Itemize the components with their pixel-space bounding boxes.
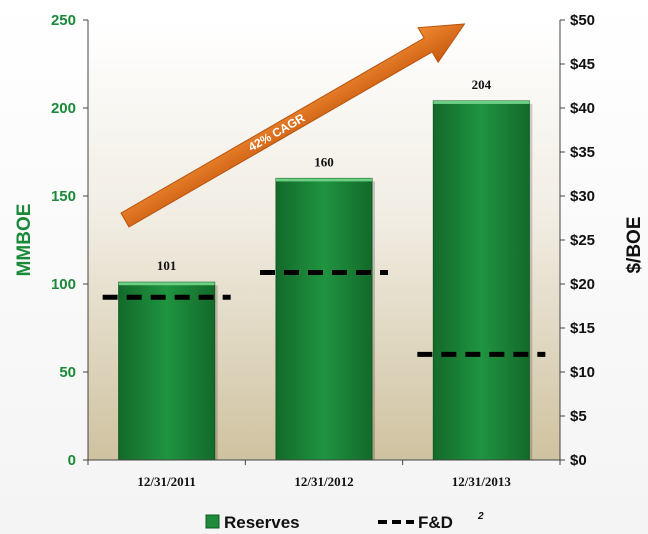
left-tick-label: 200 [51, 100, 76, 117]
right-tick-label: $25 [570, 232, 595, 249]
x-tick-label: 12/31/2011 [137, 474, 196, 489]
y-axis-title-right: $/BOE [624, 216, 645, 273]
legend: Reserves F&D 2 [205, 511, 484, 532]
right-tick-label: $35 [570, 144, 595, 161]
right-tick-label: $5 [570, 408, 587, 425]
left-tick-label: 150 [51, 188, 76, 205]
left-tick-label: 50 [59, 364, 76, 381]
legend-swatch-reserves [205, 514, 220, 529]
reserves-bar-top [433, 100, 530, 104]
reserves-bar-body [118, 281, 216, 461]
left-tick-label: 0 [68, 452, 76, 469]
right-tick-label: $0 [570, 452, 587, 469]
y-axis-title-left: MMBOE [14, 204, 35, 277]
legend-label-reserves: Reserves [224, 513, 300, 532]
reserves-bar-top [276, 178, 372, 182]
reserves-bars [118, 100, 533, 461]
cagr-arrow-shape [120, 23, 466, 228]
right-tick-label: $15 [570, 320, 595, 337]
reserves-data-label: 101 [157, 258, 177, 273]
right-tick-label: $30 [570, 188, 595, 205]
right-tick-label: $20 [570, 276, 595, 293]
right-tick-label: $50 [570, 12, 595, 29]
reserves-bar-body [432, 100, 530, 461]
fd-series [102, 270, 546, 357]
reserves-bar-top [118, 282, 215, 286]
reserves-bar-body [275, 177, 373, 461]
x-axis-ticks: 12/31/2011 12/31/2012 12/31/2013 [87, 460, 561, 489]
x-tick-label: 12/31/2012 [294, 474, 353, 489]
right-tick-label: $45 [570, 56, 595, 73]
legend-label-fd: F&D [418, 513, 453, 532]
reserves-data-label: 204 [472, 77, 492, 92]
reserves-bar [432, 100, 533, 461]
x-tick-label: 12/31/2013 [452, 474, 512, 489]
left-tick-label: 100 [51, 276, 76, 293]
reserves-bar [118, 281, 218, 461]
reserves-data-labels: 101 160 204 [157, 77, 492, 273]
legend-label-fd-superscript: 2 [477, 511, 484, 522]
right-tick-label: $10 [570, 364, 595, 381]
left-axis-ticks: 0 50 100 150 200 250 [51, 12, 88, 469]
right-axis-ticks: $0 $5 $10 $15 $20 $25 $30 $35 $40 $45 $50 [560, 12, 595, 469]
reserves-bar [275, 177, 375, 461]
reserves-data-label: 160 [314, 154, 334, 169]
right-tick-label: $40 [570, 100, 595, 117]
left-tick-label: 250 [51, 12, 76, 29]
